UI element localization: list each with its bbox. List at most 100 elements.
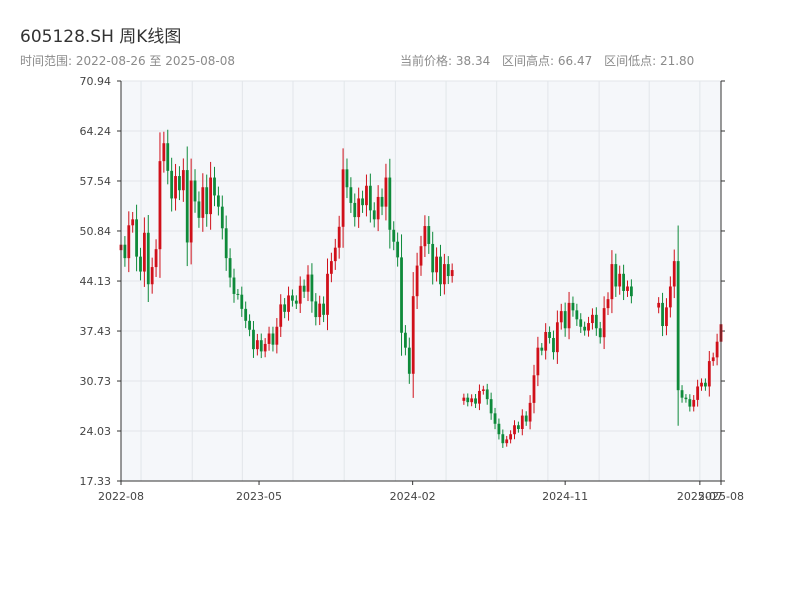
candle-body: [271, 333, 275, 345]
candle-body: [575, 310, 579, 320]
y-tick-label: 57.54: [80, 175, 112, 188]
x-tick-label: 2024-02: [390, 490, 436, 503]
candle-body: [166, 143, 170, 171]
candle-body: [419, 246, 423, 266]
candle-body: [185, 170, 189, 243]
candle-body: [150, 267, 154, 285]
candle-body: [704, 382, 707, 387]
candle-body: [692, 399, 696, 407]
candle-body: [711, 357, 715, 362]
x-tick-label: 2023-05: [236, 490, 282, 503]
candle-body: [353, 202, 357, 218]
candle-body: [376, 196, 380, 220]
candle-body: [139, 256, 142, 272]
candle-body: [368, 185, 372, 211]
candle-body: [505, 439, 509, 444]
x-tick-label: 2025-07: [677, 490, 723, 503]
candle-body: [446, 264, 450, 277]
candle-body: [252, 329, 255, 350]
chart-title: 605128.SH 周K线图: [20, 27, 182, 47]
candle-body: [657, 302, 661, 308]
candle-body: [384, 177, 388, 207]
candle-body: [567, 302, 571, 329]
candle-body: [365, 185, 368, 206]
candle-body: [485, 389, 489, 400]
candle-body: [466, 397, 470, 403]
candle-body: [205, 187, 209, 215]
candle-body: [544, 331, 548, 351]
candle-body: [220, 206, 224, 229]
candle-body: [489, 399, 493, 414]
candle-body: [661, 302, 664, 327]
y-tick-label: 30.73: [80, 375, 112, 388]
candle-body: [275, 326, 279, 345]
candle-body: [388, 177, 392, 230]
candle-body: [407, 347, 411, 374]
candle-body: [197, 201, 201, 218]
candle-body: [127, 225, 131, 259]
candle-body: [287, 295, 290, 312]
candle-body: [131, 219, 135, 226]
candle-body: [614, 264, 618, 287]
candle-body: [548, 331, 551, 338]
candle-body: [622, 273, 625, 291]
candle-body: [170, 170, 174, 199]
candle-body: [517, 425, 520, 429]
y-tick-label: 70.94: [80, 75, 112, 88]
candle-body: [688, 399, 692, 407]
y-tick-label: 50.84: [80, 225, 112, 238]
candle-body: [396, 241, 400, 258]
candle-body: [579, 319, 583, 327]
candle-body: [232, 277, 236, 294]
candle-body: [337, 226, 341, 248]
candle-body: [236, 293, 240, 295]
candle-body: [672, 261, 676, 287]
candle-body: [181, 170, 185, 191]
candle-body: [520, 415, 524, 429]
range-low: 区间低点: 21.80: [604, 54, 695, 68]
candle-body: [470, 398, 474, 403]
candle-body: [123, 244, 127, 259]
candle-body: [668, 286, 672, 308]
candle-body: [162, 143, 166, 162]
candle-body: [618, 273, 622, 287]
candle-body: [400, 257, 403, 333]
candle-body: [326, 273, 329, 315]
candle-body: [501, 434, 505, 444]
candle-body: [193, 180, 197, 202]
candle-body: [415, 265, 419, 297]
candle-body: [528, 402, 532, 422]
candle-body: [696, 386, 700, 400]
candle-body: [279, 304, 283, 327]
candle-body: [540, 347, 544, 351]
candle-body: [715, 341, 719, 358]
candle-body: [626, 286, 629, 291]
candle-body: [240, 294, 244, 309]
candle-body: [380, 196, 384, 207]
candle-body: [707, 361, 711, 387]
candle-body: [481, 389, 485, 391]
range-high: 区间高点: 66.47: [502, 54, 593, 68]
candle-body: [493, 413, 497, 424]
candle-body: [587, 323, 590, 331]
candle-body: [450, 270, 454, 277]
candle-body: [283, 304, 287, 312]
candle-body: [684, 397, 688, 400]
candle-body: [314, 301, 318, 318]
candle-body: [154, 249, 158, 268]
candle-body: [213, 177, 216, 196]
candle-body: [142, 232, 146, 272]
candle-body: [341, 169, 345, 227]
candle-body: [700, 382, 703, 387]
current-price: 当前价格: 38.34: [400, 54, 491, 68]
candle-body: [189, 180, 193, 243]
candle-body: [318, 303, 322, 318]
candle-body: [259, 340, 263, 352]
candle-body: [439, 256, 442, 285]
candle-body: [306, 274, 310, 292]
candle-body: [333, 247, 337, 262]
candle-body: [178, 176, 181, 191]
candle-body: [372, 210, 376, 220]
candle-body: [591, 314, 594, 324]
price-stats: 当前价格: 38.34 区间高点: 66.47 区间低点: 21.80: [400, 52, 702, 69]
